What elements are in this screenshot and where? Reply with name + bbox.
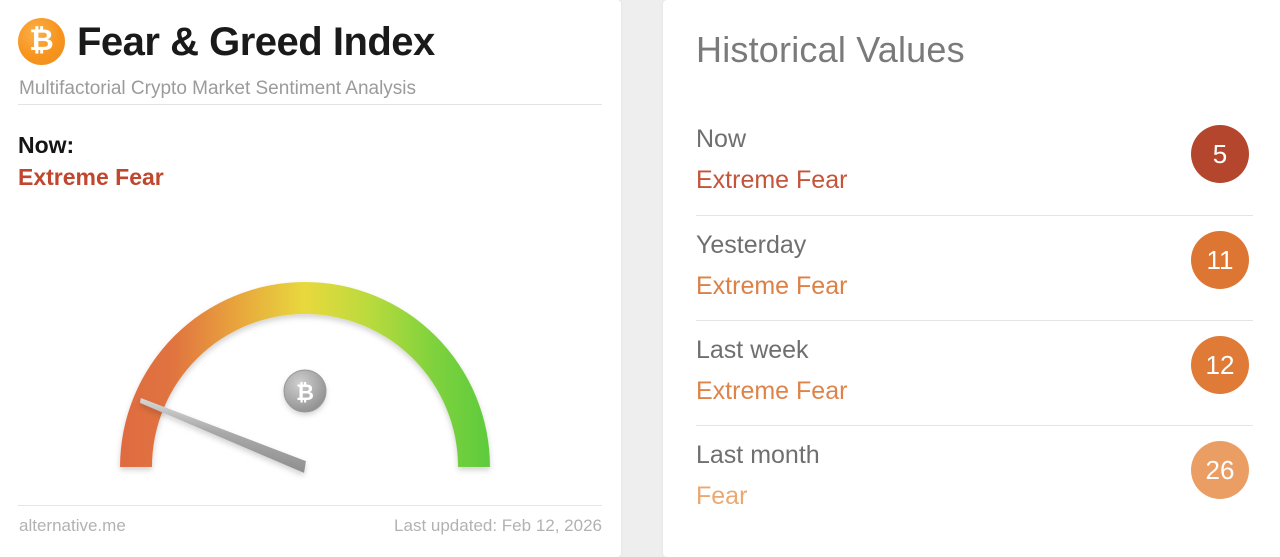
list-item[interactable]: Yesterday Extreme Fear 11 (696, 215, 1253, 320)
history-classification: Extreme Fear (696, 377, 848, 405)
card-header: ₿ Fear & Greed Index (18, 18, 435, 65)
historical-values-title: Historical Values (696, 29, 965, 70)
header-divider (18, 104, 602, 105)
history-period: Yesterday (696, 231, 807, 259)
history-period: Last month (696, 441, 820, 469)
bitcoin-icon: ₿ (18, 18, 65, 65)
gauge-needle (139, 397, 306, 473)
history-value-text: 11 (1206, 245, 1234, 275)
history-value-text: 12 (1205, 350, 1235, 380)
history-classification: Extreme Fear (696, 166, 848, 194)
list-item[interactable]: Last week Extreme Fear 12 (696, 320, 1253, 425)
history-value-badge: 26 (1191, 441, 1249, 499)
gauge-arc-sheen (119, 281, 491, 468)
page-title: Fear & Greed Index (77, 19, 435, 64)
now-label: Now: (18, 132, 75, 158)
history-classification: Fear (696, 482, 748, 510)
history-period: Last week (696, 336, 809, 364)
history-value-text: 5 (1212, 139, 1228, 169)
bitcoin-glyph: ₿ (29, 22, 54, 58)
history-value-text: 26 (1205, 455, 1235, 485)
footer-divider (18, 505, 602, 506)
gauge-hub: ₿ (283, 369, 327, 413)
gauge-arc (120, 282, 490, 467)
hub-bitcoin-glyph: ₿ (296, 381, 314, 406)
gauge-svg: ₿ (119, 281, 491, 473)
history-value-badge: 5 (1191, 125, 1249, 183)
history-value-badge: 11 (1191, 231, 1249, 289)
historical-values-card: Historical Values Now Extreme Fear 5 Yes… (663, 0, 1280, 557)
history-value-badge: 12 (1191, 336, 1249, 394)
history-classification: Extreme Fear (696, 272, 848, 300)
gauge-chart: ₿ 5 (0, 185, 621, 490)
source-label[interactable]: alternative.me (19, 516, 126, 535)
list-item[interactable]: Now Extreme Fear 5 (696, 110, 1253, 215)
page-subtitle: Multifactorial Crypto Market Sentiment A… (19, 78, 417, 99)
gauge-card: ₿ Fear & Greed Index Multifactorial Cryp… (0, 0, 621, 557)
list-item[interactable]: Last month Fear 26 (696, 425, 1253, 530)
last-updated-label: Last updated: Feb 12, 2026 (394, 516, 602, 535)
history-period: Now (696, 125, 747, 153)
now-classification: Extreme Fear (18, 164, 164, 190)
historical-values-list: Now Extreme Fear 5 Yesterday Extreme Fea… (696, 110, 1253, 530)
